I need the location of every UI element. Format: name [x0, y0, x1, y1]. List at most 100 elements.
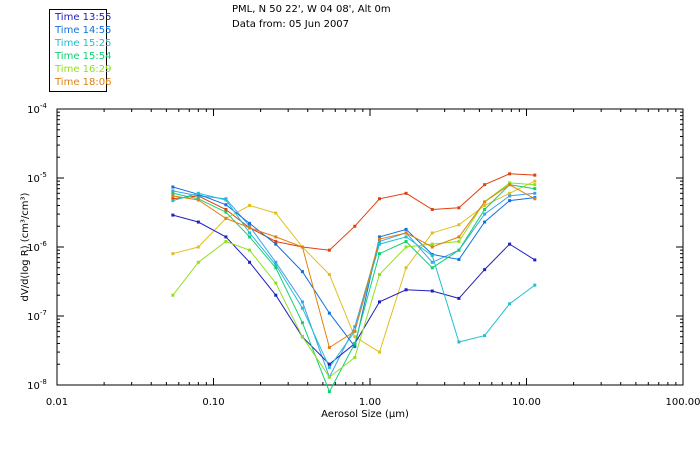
- series-6-point: [196, 198, 200, 202]
- series-2-point: [377, 235, 381, 239]
- legend-entry: Time 16:29: [55, 64, 112, 75]
- extra-series-3-point: [196, 194, 200, 198]
- legend-entry: Time 14:55: [55, 25, 112, 36]
- series-4-line: [172, 184, 535, 393]
- y-tick-label: 10-8: [27, 378, 47, 392]
- extra-series-2-point: [508, 191, 512, 195]
- series-6-point: [274, 235, 278, 239]
- series-3-point: [533, 283, 537, 287]
- series-3-point: [248, 231, 252, 235]
- extra-series-1-point: [404, 191, 408, 195]
- legend-box: Time 13:55 Time 14:55 Time 15:25 Time 15:54…: [49, 9, 111, 92]
- series-3-point: [457, 340, 461, 344]
- series-3-point: [508, 302, 512, 306]
- series-6-point: [508, 183, 512, 187]
- plot-frame: [56, 108, 684, 386]
- series-1-point: [327, 362, 331, 366]
- series-6-point: [224, 216, 228, 220]
- extra-series-1-point: [171, 197, 175, 201]
- extra-series-2-point: [327, 272, 331, 276]
- series-5-point: [171, 293, 175, 297]
- series-3-point: [171, 199, 175, 203]
- series-4-point: [353, 341, 357, 345]
- extra-series-3-point: [430, 260, 434, 264]
- series-3-point: [300, 306, 304, 310]
- series-4-point: [430, 266, 434, 270]
- extra-series-1-point: [533, 173, 537, 177]
- series-6-point: [483, 200, 487, 204]
- series-2-point: [224, 203, 228, 207]
- y-tick-exponent: -6: [40, 240, 48, 248]
- x-tick-label: 100.00: [666, 397, 700, 408]
- series-4-point: [377, 252, 381, 256]
- legend: Time 13:55 Time 14:55 Time 15:25 Time 15:54…: [55, 11, 111, 89]
- extra-series-1-point: [483, 183, 487, 187]
- series-4-point: [483, 207, 487, 211]
- y-tick-base: 10: [27, 243, 40, 254]
- extra-series-2-point: [248, 203, 252, 207]
- series-5-point: [377, 272, 381, 276]
- series-1-point: [404, 288, 408, 292]
- x-axis-label: Aerosol Size (µm): [321, 409, 409, 420]
- series-3-point: [224, 198, 228, 202]
- series-2-point: [300, 270, 304, 274]
- x-tick-label: 1.00: [359, 397, 381, 408]
- series-5-point: [508, 181, 512, 185]
- extra-series-3-point: [483, 212, 487, 216]
- series-5-point: [404, 245, 408, 249]
- y-tick-exponent: -7: [40, 309, 47, 317]
- series-5-point: [300, 335, 304, 339]
- extra-series-1-point: [377, 197, 381, 201]
- y-tick-base: 10: [27, 381, 40, 392]
- x-tick-label: 10.00: [512, 397, 541, 408]
- y-tick-exponent: -4: [40, 102, 48, 110]
- series-1-point: [171, 213, 175, 217]
- series-2-point: [274, 242, 278, 246]
- extra-series-3-point: [353, 325, 357, 329]
- y-tick-exponent: -5: [40, 171, 47, 179]
- series-2-point: [171, 185, 175, 189]
- legend-entry: Time 18:06: [55, 77, 112, 88]
- series-6-point: [533, 197, 537, 201]
- series-5-point: [430, 242, 434, 246]
- series-6-point: [327, 345, 331, 349]
- extra-series-2-point: [533, 179, 537, 183]
- series-4-point: [171, 191, 175, 195]
- series-5-point: [353, 356, 357, 360]
- series-6-point: [171, 194, 175, 198]
- series-4-point: [274, 266, 278, 270]
- series-4-point: [224, 210, 228, 214]
- series-1-point: [457, 296, 461, 300]
- series-4-point: [300, 321, 304, 325]
- series-3-point: [274, 263, 278, 267]
- series-2-point: [508, 199, 512, 203]
- series-3-point: [196, 191, 200, 195]
- series-3-point: [377, 242, 381, 246]
- series-5-point: [274, 281, 278, 285]
- extra-series-3-point: [274, 260, 278, 264]
- legend-entry: Time 13:55: [55, 12, 112, 23]
- extra-series-3-point: [508, 194, 512, 198]
- series-5-point: [457, 240, 461, 244]
- x-tick-label: 0.10: [202, 397, 224, 408]
- extra-series-2-point: [196, 245, 200, 249]
- series-3-point: [327, 365, 331, 369]
- series-1-point: [224, 235, 228, 239]
- extra-series-3-point: [377, 240, 381, 244]
- series-6-point: [430, 245, 434, 249]
- series-6-point: [248, 226, 252, 230]
- series-4-point: [457, 248, 461, 252]
- extra-series-1-point: [457, 206, 461, 210]
- x-tick-label: 0.01: [46, 397, 68, 408]
- series-4-point: [248, 235, 252, 239]
- legend-entry: Time 15:25: [55, 38, 112, 49]
- extra-series-2-point: [457, 223, 461, 227]
- series-1-point: [196, 220, 200, 224]
- extra-series-2-point: [404, 266, 408, 270]
- series-5-point: [248, 248, 252, 252]
- series-1-point: [533, 258, 537, 262]
- y-tick-label: 10-7: [27, 309, 47, 323]
- series-6-point: [404, 231, 408, 235]
- extra-series-2-point: [377, 350, 381, 354]
- y-tick-base: 10: [27, 174, 40, 185]
